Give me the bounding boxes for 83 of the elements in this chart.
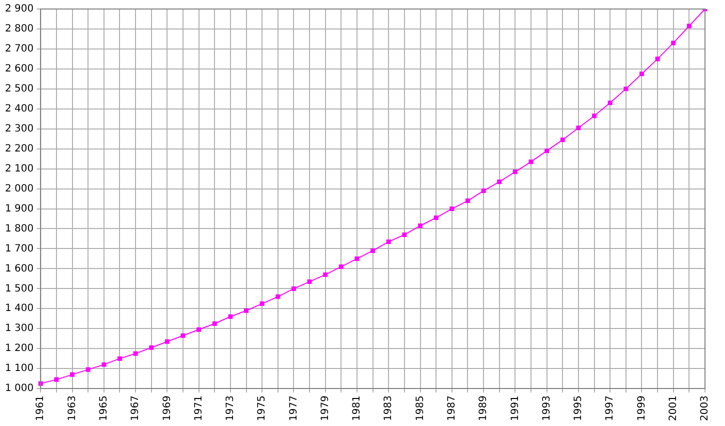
point — [465, 198, 470, 204]
x-tick-label: 1993 — [541, 396, 552, 422]
point — [386, 239, 391, 244]
point — [149, 345, 154, 350]
point — [196, 327, 202, 332]
point — [544, 148, 550, 154]
y-tick-label: 1 600 — [4, 263, 34, 274]
point — [117, 356, 122, 361]
y-tick-label: 1 900 — [4, 203, 34, 214]
point — [354, 256, 360, 261]
point — [370, 248, 376, 253]
point — [323, 272, 328, 277]
x-tick-label: 1967 — [130, 396, 142, 422]
x-tick-label: 1983 — [383, 396, 394, 422]
point — [624, 86, 628, 92]
x-tick-label: 2003 — [700, 396, 711, 422]
point — [576, 126, 581, 130]
point — [560, 138, 565, 142]
y-tick-label: 2 000 — [4, 183, 34, 194]
y-tick-label: 1 300 — [4, 323, 34, 334]
x-tick-label: 1985 — [414, 396, 426, 422]
x-tick-label: 1969 — [162, 396, 173, 422]
y-tick-label: 2 500 — [4, 84, 34, 94]
y-tick-label: 2 900 — [4, 4, 34, 15]
point — [402, 232, 407, 237]
x-tick-label: 1991 — [510, 396, 521, 422]
y-tick-label: 1 100 — [4, 363, 34, 374]
x-tick-label: 1987 — [446, 396, 458, 422]
x-tick-label: 1981 — [352, 396, 363, 422]
x-tick-label: 2001 — [668, 396, 679, 422]
y-tick-label: 2 200 — [4, 143, 34, 154]
point — [338, 264, 344, 269]
point — [102, 362, 106, 367]
point — [592, 114, 597, 118]
x-tick-label: 1965 — [98, 396, 110, 422]
point — [450, 206, 454, 212]
point — [528, 160, 534, 164]
point — [639, 72, 644, 76]
y-tick-label: 2 700 — [4, 44, 34, 55]
point — [512, 170, 518, 174]
y-tick-label: 2 800 — [4, 24, 34, 35]
y-tick-label: 1 000 — [4, 383, 34, 394]
point — [54, 377, 59, 382]
x-tick-label: 1995 — [573, 396, 584, 422]
x-tick-label: 1979 — [320, 396, 331, 422]
point — [86, 367, 90, 372]
y-tick-label: 1 400 — [4, 303, 34, 314]
x-tick-label: 1963 — [66, 396, 78, 422]
y-tick-label: 2 600 — [4, 64, 34, 75]
point — [497, 180, 502, 184]
point — [686, 24, 692, 28]
point — [260, 301, 264, 306]
point — [133, 351, 138, 356]
x-tick-label: 1975 — [256, 396, 268, 422]
x-tick-label: 1977 — [288, 396, 300, 422]
point — [164, 339, 170, 344]
y-tick-label: 2 400 — [4, 103, 34, 114]
point — [608, 100, 612, 106]
y-tick-label: 1 700 — [4, 243, 34, 254]
x-tick-label: 1973 — [225, 396, 236, 422]
y-tick-label: 2 300 — [4, 123, 34, 134]
x-tick-label: 1989 — [478, 396, 490, 422]
point — [244, 308, 249, 313]
x-tick-label: 1999 — [636, 396, 648, 422]
point — [307, 279, 312, 284]
point — [228, 314, 233, 319]
point — [434, 215, 438, 220]
point — [276, 294, 280, 299]
point — [671, 40, 676, 46]
x-tick-label: 1997 — [604, 396, 616, 422]
x-tick-label: 1961 — [35, 396, 46, 422]
point — [212, 321, 217, 326]
point — [418, 223, 423, 228]
point — [70, 372, 75, 377]
y-tick-label: 1 200 — [4, 343, 34, 354]
point — [180, 333, 186, 338]
x-tick-label: 1971 — [193, 396, 204, 422]
y-tick-label: 1 500 — [4, 283, 34, 294]
point — [481, 188, 486, 194]
y-tick-label: 2 100 — [4, 163, 34, 174]
point — [291, 286, 296, 291]
point — [655, 56, 660, 62]
y-tick-label: 1 800 — [4, 223, 34, 234]
